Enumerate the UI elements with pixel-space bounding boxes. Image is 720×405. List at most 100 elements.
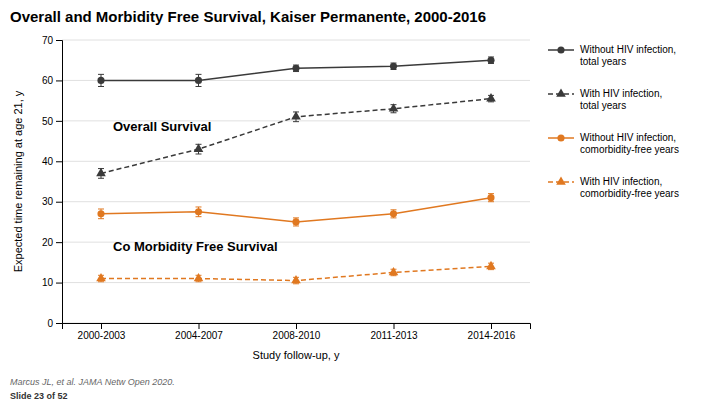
x-tick: 2000-2003 — [78, 323, 126, 341]
x-axis-line — [63, 324, 531, 330]
point — [96, 273, 106, 281]
error-bar-cap — [196, 154, 202, 155]
legend-label-line: total years — [580, 100, 626, 111]
error-bar-cap — [488, 269, 494, 270]
y-tick: 10 — [42, 277, 62, 288]
x-tick: 2008-2010 — [273, 323, 321, 341]
error-bar-cap — [98, 74, 104, 75]
series — [96, 93, 496, 178]
y-tick-mark — [56, 242, 62, 243]
point — [389, 103, 399, 111]
y-tick: 30 — [42, 196, 62, 207]
x-tick-mark — [101, 323, 102, 329]
point — [487, 194, 494, 201]
point — [195, 77, 202, 84]
legend-label-line: Without HIV infection, — [580, 132, 676, 143]
error-bar-cap — [391, 209, 397, 210]
annotations: Overall Survival Co Morbidity Free Surviv… — [113, 119, 278, 253]
plot: 2000-20032004-20072008-20102011-20132014… — [12, 35, 531, 361]
legend-marker — [557, 134, 564, 141]
y-tick-mark — [56, 80, 62, 81]
error-bar — [293, 65, 299, 71]
y-tick-label: 20 — [42, 237, 54, 248]
error-bar-cap — [391, 112, 397, 113]
y-tick: 70 — [42, 35, 62, 46]
error-bar-cap — [293, 283, 299, 284]
grid-line — [62, 161, 530, 162]
y-tick-mark — [56, 202, 62, 203]
series-line — [101, 198, 491, 222]
error-bar-cap — [98, 178, 104, 179]
y-axis-line — [56, 41, 63, 324]
chart: Overall and Morbidity Free Survival, Kai… — [0, 0, 720, 405]
point — [194, 144, 204, 152]
point — [291, 275, 301, 283]
legend-label: Without HIV infection,comorbidity-free y… — [580, 132, 679, 155]
point — [97, 210, 104, 217]
y-axis-title: Expected time remaining at age 21, y — [12, 90, 24, 272]
y-tick-mark — [56, 40, 62, 41]
annotation: Overall Survival — [113, 119, 211, 134]
legend-item: Without HIV infection,comorbidity-free y… — [548, 132, 679, 155]
series — [96, 261, 496, 284]
error-bar-cap — [196, 86, 202, 87]
y-axis: 010203040506070 — [42, 35, 63, 329]
point — [194, 273, 204, 281]
error-bar-cap — [196, 74, 202, 75]
y-tick-mark — [56, 161, 62, 162]
error-bar-cap — [488, 201, 494, 202]
series — [97, 57, 494, 87]
point — [390, 63, 397, 70]
legend-item: With HIV infection,comorbidity-free year… — [548, 176, 679, 199]
x-tick-mark — [394, 323, 395, 329]
point — [486, 261, 496, 269]
legend-label-line: total years — [580, 56, 626, 67]
error-bar-cap — [196, 206, 202, 207]
error-bar-cap — [196, 281, 202, 282]
y-tick-label: 70 — [42, 35, 54, 46]
error-bar-cap — [488, 193, 494, 194]
legend-item: With HIV infection,total years — [548, 88, 662, 111]
x-tick-label: 2014-2016 — [468, 330, 516, 341]
error-bar — [488, 57, 494, 63]
error-bar-cap — [293, 225, 299, 226]
error-bar-cap — [98, 218, 104, 219]
y-tick: 50 — [42, 116, 62, 127]
point — [292, 65, 299, 72]
legend-label-line: Without HIV infection, — [580, 44, 676, 55]
point — [195, 208, 202, 215]
x-tick-label: 2008-2010 — [273, 330, 321, 341]
y-tick-mark — [56, 121, 62, 122]
error-bar-cap — [391, 275, 397, 276]
x-tick-label: 2000-2003 — [78, 330, 126, 341]
legend: Without HIV infection,total yearsWith HI… — [548, 44, 679, 199]
annotation: Co Morbidity Free Survival — [113, 239, 278, 254]
error-bar-cap — [98, 86, 104, 87]
y-tick-label: 40 — [42, 156, 54, 167]
y-tick: 20 — [42, 237, 62, 248]
footer: Slide 23 of 52 — [10, 391, 68, 401]
legend-label: Without HIV infection,total years — [580, 44, 676, 67]
error-bar-cap — [391, 217, 397, 218]
legend-label-line: comorbidity-free years — [580, 188, 679, 199]
x-axis-title: Study follow-up, y — [253, 349, 340, 361]
point — [292, 218, 299, 225]
legend-marker — [556, 176, 566, 184]
point — [487, 57, 494, 64]
legend-label-line: With HIV infection, — [580, 88, 662, 99]
error-bar — [488, 194, 494, 202]
point — [96, 168, 106, 176]
x-tick-mark — [199, 323, 200, 329]
grid-line — [62, 201, 530, 202]
x-tick-mark — [491, 323, 492, 329]
error-bar — [98, 209, 104, 219]
error-bar — [98, 74, 104, 86]
legend-label-line: With HIV infection, — [580, 176, 662, 187]
point — [486, 93, 496, 101]
grid-line — [62, 40, 530, 41]
error-bar-cap — [98, 208, 104, 209]
x-tick: 2011-2013 — [370, 323, 418, 341]
error-bar — [196, 207, 202, 217]
series-line — [101, 60, 491, 80]
error-bar-cap — [293, 217, 299, 218]
